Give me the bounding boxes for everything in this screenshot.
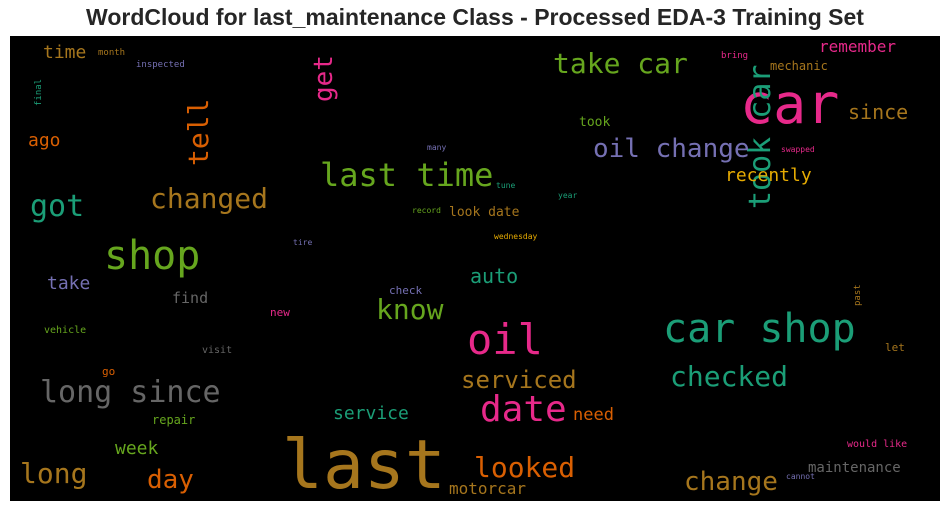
- word-new: new: [270, 306, 290, 319]
- word-remember: remember: [819, 37, 896, 56]
- word-since: since: [848, 100, 908, 124]
- word-time: time: [43, 42, 86, 63]
- word-take-car: take car: [553, 47, 688, 80]
- word-month: month: [98, 48, 125, 58]
- word-maintenance: maintenance: [808, 460, 901, 476]
- word-serviced: serviced: [461, 366, 577, 394]
- word-service: service: [333, 403, 409, 424]
- word-many: many: [427, 143, 446, 152]
- word-go: go: [102, 365, 115, 378]
- word-check: check: [389, 284, 422, 297]
- word-tune: tune: [496, 181, 515, 190]
- word-motorcar: motorcar: [449, 479, 526, 498]
- word-final: final: [34, 79, 44, 106]
- word-ago: ago: [28, 130, 61, 151]
- word-date: date: [480, 389, 567, 430]
- word-oil-change: oil change: [593, 134, 750, 164]
- word-mechanic: mechanic: [770, 59, 828, 73]
- word-tell: tell: [182, 99, 215, 166]
- chart-title: WordCloud for last_maintenance Class - P…: [0, 4, 950, 31]
- word-got: got: [30, 189, 84, 224]
- word-last-time: last time: [320, 156, 493, 194]
- word-change: change: [684, 467, 778, 497]
- word-checked: checked: [670, 360, 788, 393]
- word-tire: tire: [293, 238, 312, 247]
- word-year: year: [558, 191, 577, 200]
- word-know: know: [376, 293, 444, 326]
- word-car-shop: car shop: [663, 306, 856, 352]
- word-take: take: [47, 273, 90, 294]
- word-let: let: [885, 341, 905, 354]
- word-get: get: [309, 55, 339, 102]
- word-changed: changed: [150, 182, 268, 215]
- word-repair: repair: [152, 413, 195, 427]
- word-would-like: would like: [847, 439, 907, 450]
- word-past: past: [853, 284, 863, 306]
- word-week: week: [115, 438, 159, 459]
- word-last: last: [282, 426, 446, 501]
- word-swapped: swapped: [781, 145, 815, 154]
- word-record: record: [412, 206, 441, 215]
- word-auto: auto: [470, 264, 518, 288]
- word-find: find: [172, 289, 208, 307]
- word-bring: bring: [721, 51, 748, 61]
- word-visit: visit: [202, 345, 232, 356]
- word-oil: oil: [467, 315, 543, 364]
- word-long-since: long since: [40, 375, 221, 410]
- word-long: long: [20, 457, 87, 490]
- word-wednesday: wednesday: [494, 232, 538, 241]
- word-cannot: cannot: [786, 472, 815, 481]
- word-took: took: [579, 115, 610, 130]
- word-vehicle: vehicle: [44, 325, 86, 336]
- word-inspected: inspected: [136, 60, 185, 70]
- word-look-date: look date: [449, 205, 520, 220]
- word-recently: recently: [725, 165, 812, 186]
- word-day: day: [147, 465, 194, 495]
- word-need: need: [573, 405, 614, 425]
- word-shop: shop: [104, 233, 200, 279]
